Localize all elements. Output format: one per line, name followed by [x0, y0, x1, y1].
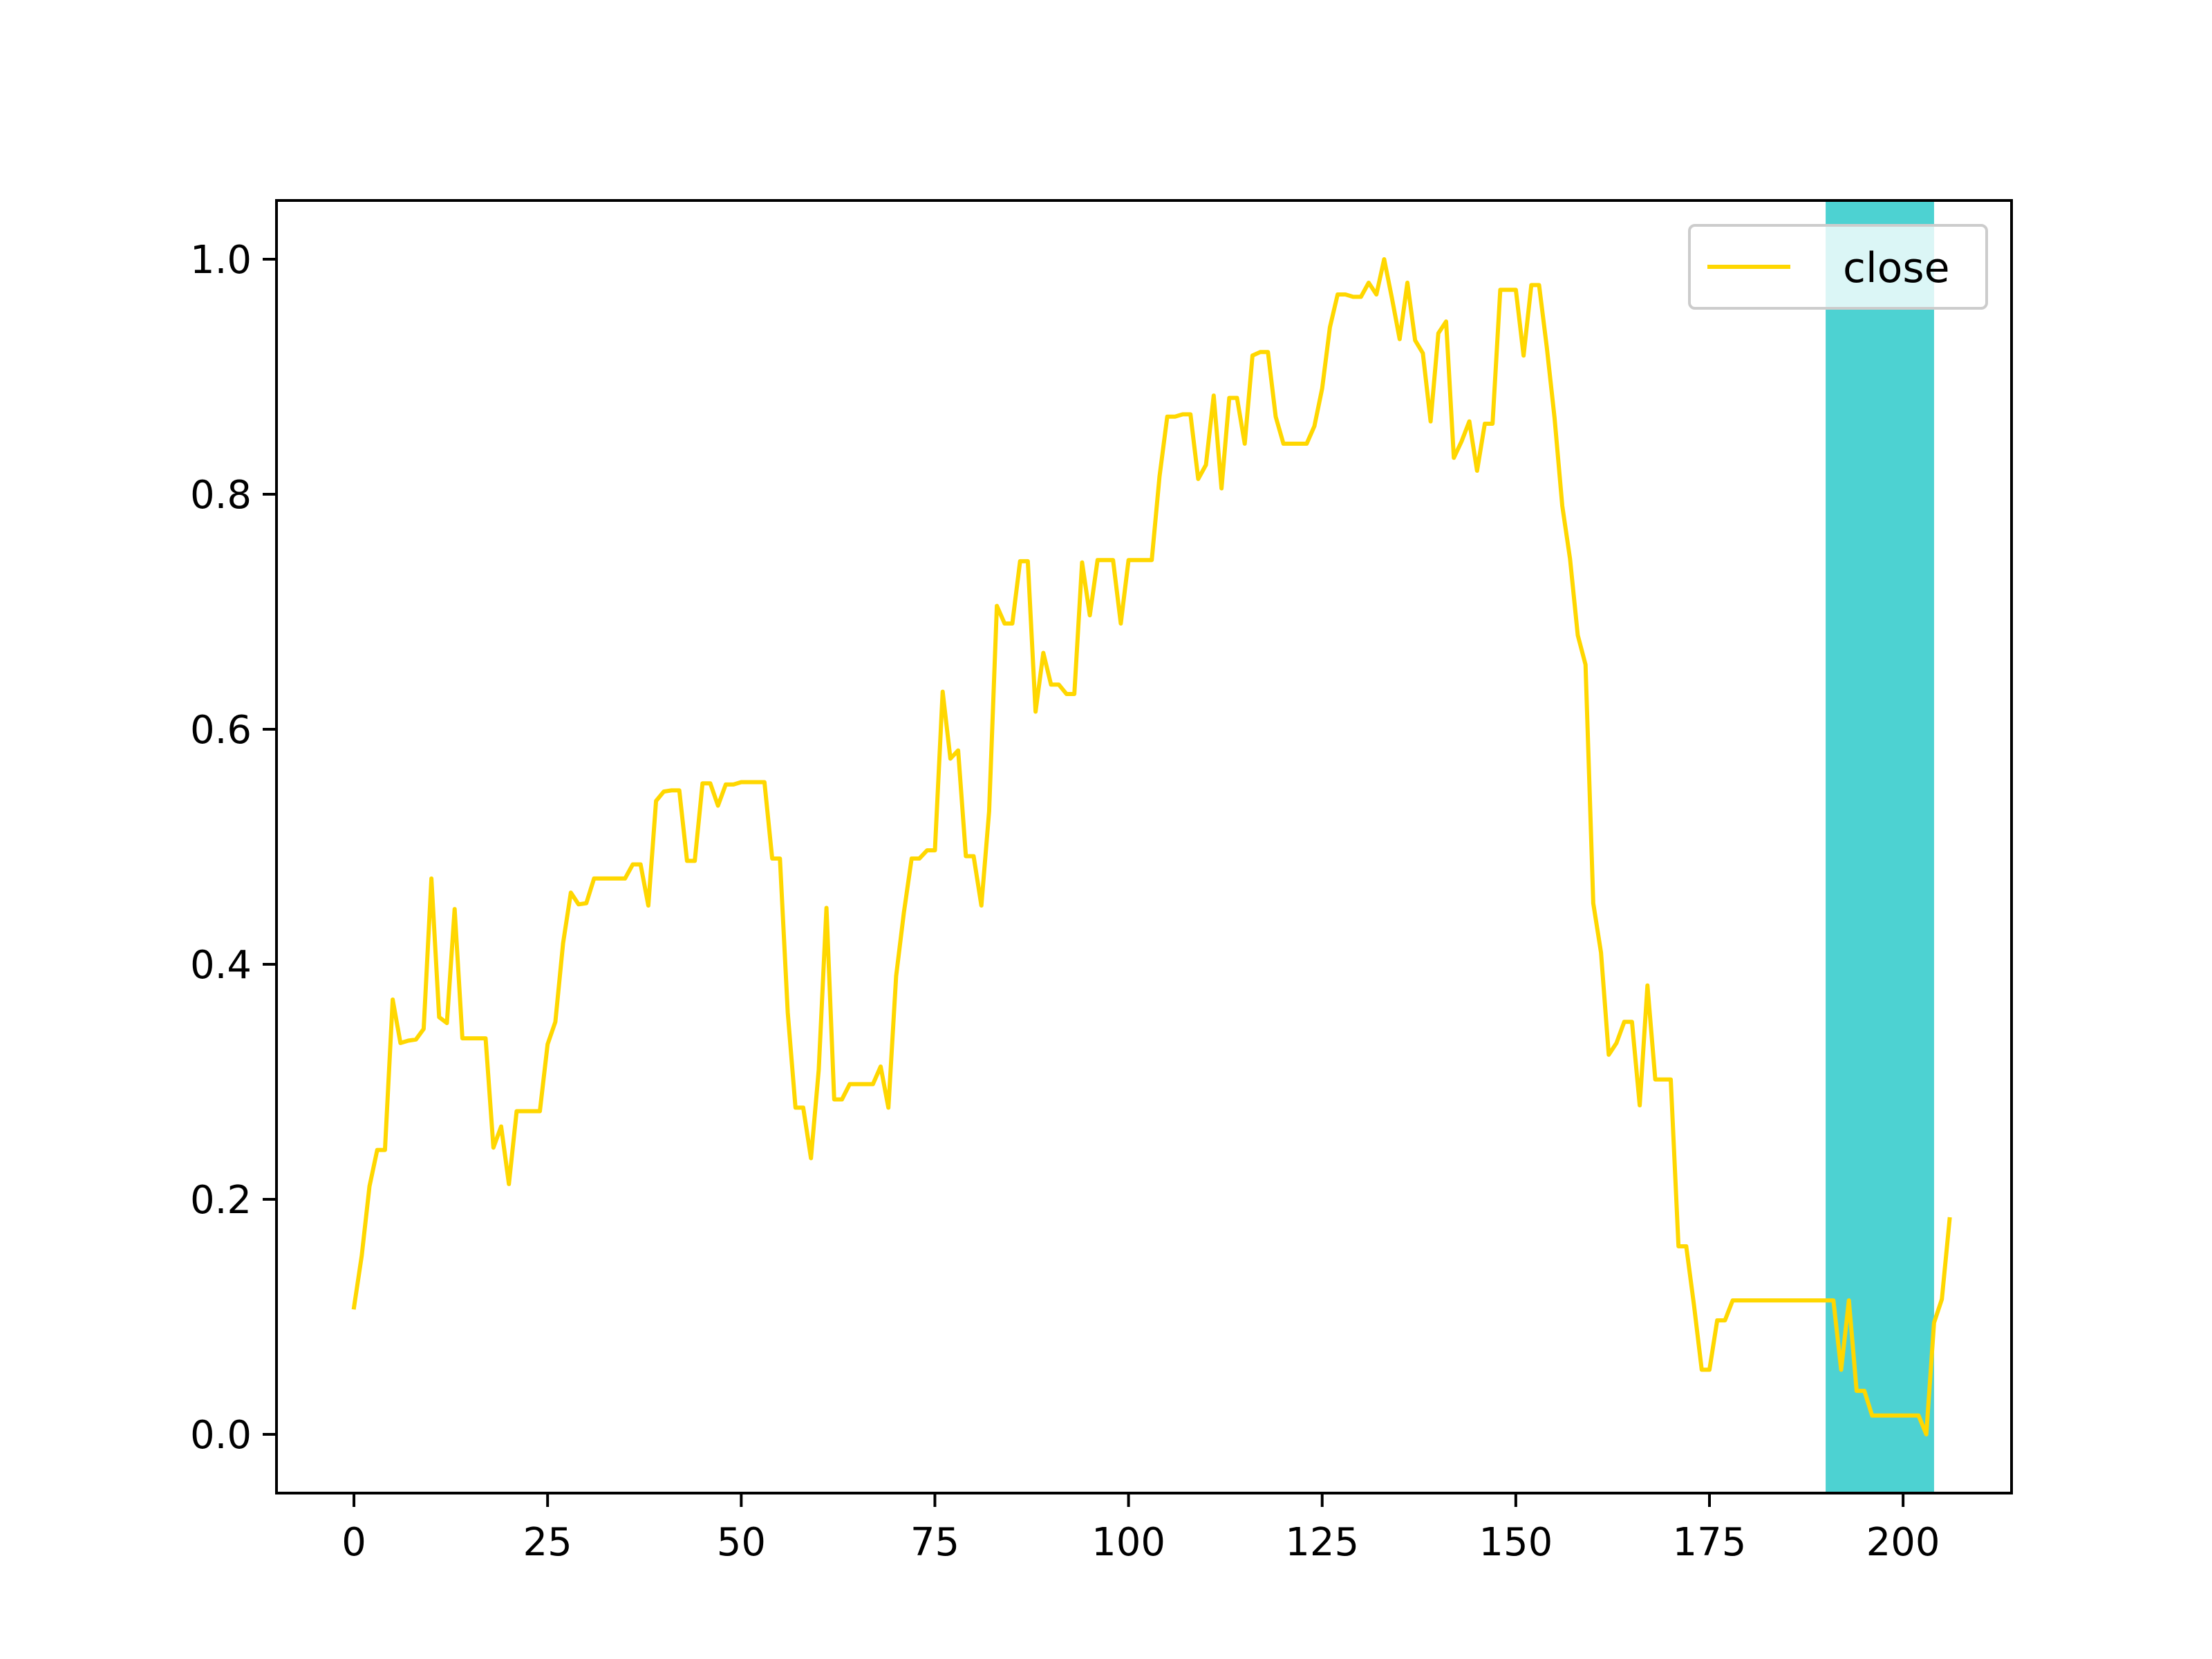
- x-tick-label: 25: [523, 1520, 572, 1565]
- y-tick-label: 1.0: [190, 238, 252, 283]
- y-tick-label: 0.2: [190, 1178, 252, 1223]
- x-tick-label: 50: [717, 1520, 766, 1565]
- x-tick-label: 200: [1866, 1520, 1940, 1565]
- highlight-band-layer: [1826, 200, 1934, 1493]
- y-tick-label: 0.0: [190, 1413, 252, 1458]
- highlight-band: [1826, 200, 1934, 1493]
- x-tick-label: 75: [910, 1520, 959, 1565]
- x-tick-label: 125: [1285, 1520, 1359, 1565]
- series-line-close: [351, 257, 1952, 1436]
- plot-area: [276, 200, 2012, 1493]
- legend: close: [1688, 224, 1988, 310]
- y-axis: 0.0 0.2 0.4 0.6 0.8 1.0: [190, 238, 276, 1458]
- legend-label-close: close: [1843, 244, 1950, 292]
- x-tick-label: 175: [1673, 1520, 1747, 1565]
- series-layer: [351, 257, 1952, 1436]
- x-tick-label: 100: [1091, 1520, 1165, 1565]
- y-tick-label: 0.8: [190, 473, 252, 518]
- y-tick-label: 0.6: [190, 708, 252, 753]
- x-tick-label: 150: [1479, 1520, 1553, 1565]
- y-tick-label: 0.4: [190, 943, 252, 988]
- legend-box: [1688, 224, 1988, 310]
- plot-frame: [275, 199, 2013, 1494]
- x-tick-label: 0: [341, 1520, 366, 1565]
- x-axis: 0 25 50 75 100 125 150 175 200: [341, 1493, 1940, 1565]
